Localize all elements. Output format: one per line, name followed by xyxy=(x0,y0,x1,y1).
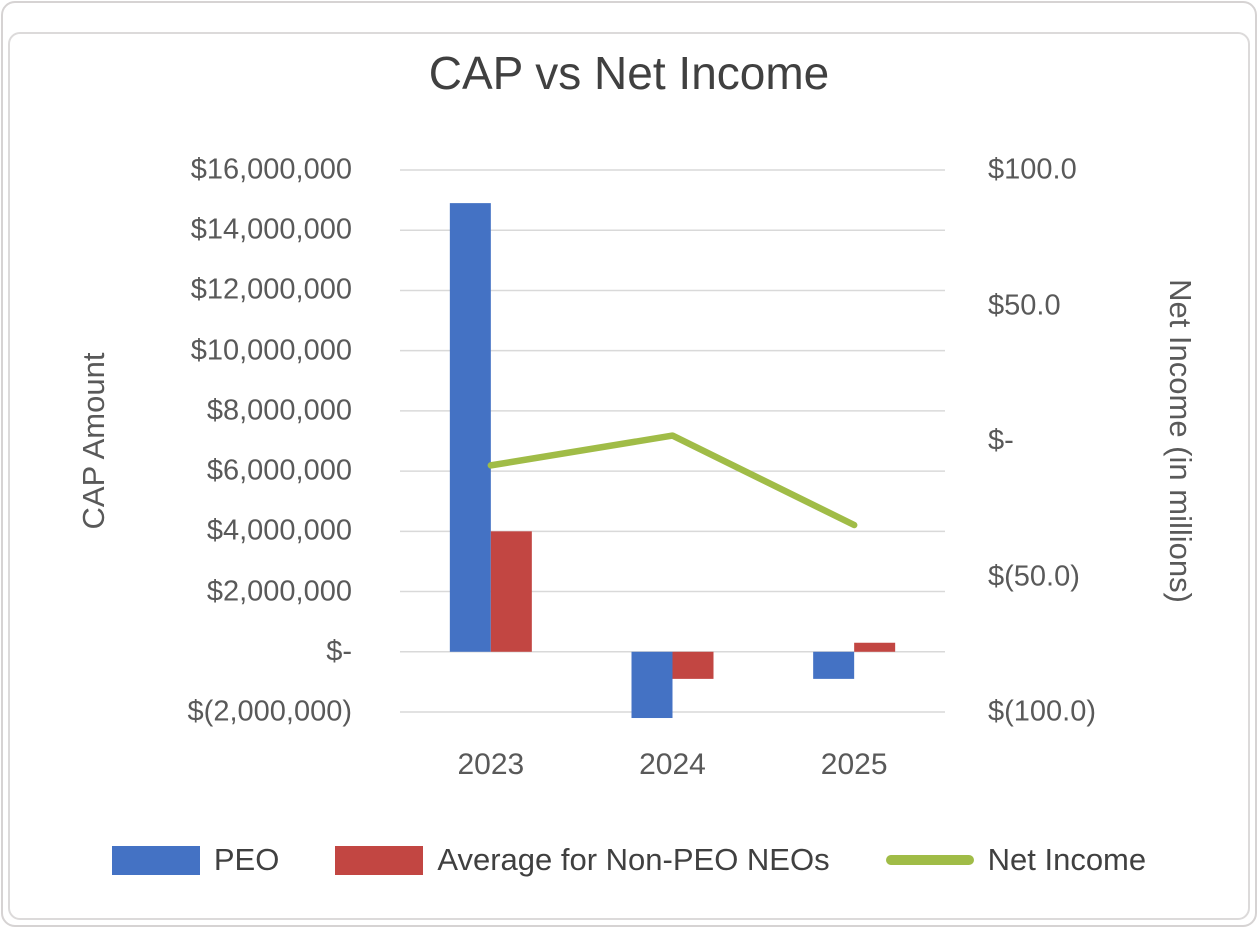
bar-average-for-non-peo-neos-2024 xyxy=(672,651,714,679)
left-axis-tick: $14,000,000 xyxy=(190,213,352,246)
right-axis-tick: $(100.0) xyxy=(988,695,1097,728)
bar-peo-2024 xyxy=(631,651,673,719)
left-axis-tick: $8,000,000 xyxy=(206,394,352,427)
legend-item-average-for-non-peo-neos: Average for Non-PEO NEOs xyxy=(335,842,830,878)
left-axis-tick: $4,000,000 xyxy=(206,514,352,547)
left-axis-tick: $16,000,000 xyxy=(190,153,352,186)
left-axis-tick: $2,000,000 xyxy=(206,575,352,608)
line-net-income xyxy=(487,432,858,529)
legend-swatch-net-income xyxy=(885,855,974,865)
bar-average-for-non-peo-neos-2023 xyxy=(490,531,532,652)
chart-title: CAP vs Net Income xyxy=(428,47,830,99)
left-axis-tick: $6,000,000 xyxy=(206,454,352,487)
legend-label-peo: PEO xyxy=(213,842,280,877)
left-axis-tick: $(2,000,000) xyxy=(187,695,352,728)
legend-item-net-income: Net Income xyxy=(885,842,1147,878)
left-axis-tick: $- xyxy=(326,635,352,668)
legend-item-peo: PEO xyxy=(111,842,280,878)
right-axis-tick: $50.0 xyxy=(988,289,1061,321)
left-axis-tick: $10,000,000 xyxy=(190,334,352,367)
legend-label-average-for-non-peo-neos: Average for Non-PEO NEOs xyxy=(437,842,830,877)
left-axis-tick: $12,000,000 xyxy=(190,273,352,306)
x-axis-label-2025: 2025 xyxy=(820,748,888,781)
x-axis-label-2023: 2023 xyxy=(457,748,525,781)
bar-average-for-non-peo-neos-2025 xyxy=(854,642,896,652)
right-axis-tick: $100.0 xyxy=(988,153,1077,186)
bar-peo-2025 xyxy=(813,651,855,679)
legend: PEO Average for Non-PEO NEOs Net Income xyxy=(0,835,1258,885)
legend-label-net-income: Net Income xyxy=(987,842,1147,877)
legend-swatch-peo xyxy=(111,845,200,875)
legend-swatch-average-for-non-peo-neos xyxy=(335,845,424,875)
right-axis-tick: $(50.0) xyxy=(988,560,1080,592)
bar-peo-2023 xyxy=(449,203,491,652)
right-axis-tick: $- xyxy=(988,424,1014,457)
x-axis-label-2024: 2024 xyxy=(639,748,706,781)
